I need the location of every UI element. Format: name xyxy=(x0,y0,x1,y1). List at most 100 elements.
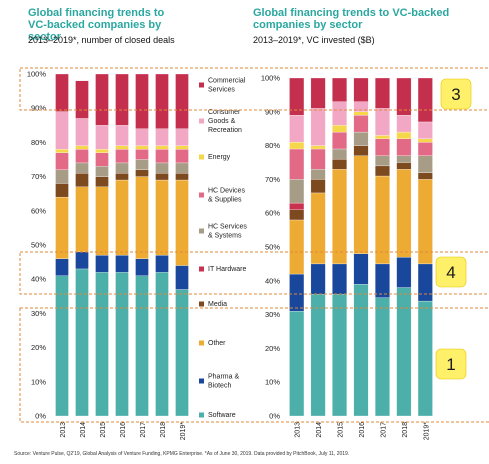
bar-segment xyxy=(95,166,109,177)
bar-segment xyxy=(310,108,326,146)
bar-segment xyxy=(115,162,129,174)
marker-number-bottom: 1 xyxy=(446,355,455,374)
legend-swatch-commercial xyxy=(199,82,204,88)
bar-segment xyxy=(155,145,169,150)
bar-segment xyxy=(396,287,412,417)
bar-segment xyxy=(289,115,305,143)
bar-segment xyxy=(417,300,433,417)
bar-segment xyxy=(75,162,89,174)
bar-segment xyxy=(310,145,326,150)
bar-segment xyxy=(396,256,412,288)
bar-segment xyxy=(310,192,326,265)
bar-segment xyxy=(353,284,369,417)
y-tick-label: 50% xyxy=(31,241,46,250)
y-tick-label: 10% xyxy=(265,378,280,387)
right-chart-subtitle: 2013–2019*, VC invested ($B) xyxy=(253,35,375,45)
bar-segment xyxy=(115,125,129,146)
y-tick-label: 10% xyxy=(31,377,46,386)
x-tick-label: 2013 xyxy=(60,422,67,438)
bar-segment xyxy=(175,73,189,129)
bar-segment xyxy=(95,152,109,167)
bar-segment xyxy=(155,255,169,273)
bar-segment xyxy=(396,155,412,163)
y-tick-label: 50% xyxy=(265,243,280,252)
bar-segment xyxy=(310,263,326,295)
bar-segment xyxy=(75,149,89,164)
bar-segment xyxy=(289,179,305,204)
bar-segment xyxy=(396,162,412,170)
bar-segment xyxy=(155,179,169,256)
bar-segment xyxy=(417,121,433,139)
bar-segment xyxy=(375,297,390,417)
bar-segment xyxy=(353,111,369,116)
legend-label-consumer: Goods & xyxy=(208,118,236,125)
bar-segment xyxy=(135,73,149,129)
bar-segment xyxy=(332,148,347,160)
bar-segment xyxy=(332,101,347,126)
bar-segment xyxy=(332,131,347,150)
bar-segment xyxy=(375,138,390,156)
x-tick-label: 2018 xyxy=(402,422,409,438)
bar-segment xyxy=(310,77,326,109)
legend-label-consumer: Consumer xyxy=(208,109,241,116)
bar-segment xyxy=(55,183,69,198)
bar-segment xyxy=(375,155,390,167)
marker-box-top xyxy=(440,78,472,110)
bar-segment xyxy=(75,186,89,252)
legend-label-consumer: Recreation xyxy=(208,127,242,134)
y-tick-label: 30% xyxy=(265,310,280,319)
bar-segment xyxy=(135,169,149,177)
bar-segment xyxy=(95,149,109,153)
marker-box-middle xyxy=(435,256,467,288)
bar-segment xyxy=(417,138,433,143)
bar-segment xyxy=(175,128,189,146)
bar-segment xyxy=(289,219,305,275)
bar-segment xyxy=(310,294,326,417)
bar-segment xyxy=(95,186,109,256)
bar-segment xyxy=(175,179,189,266)
bar-segment xyxy=(55,152,69,170)
bar-segment xyxy=(289,311,305,417)
bar-segment xyxy=(115,73,129,126)
bar-segment xyxy=(95,255,109,273)
legend-label-hcdev: HC Devices xyxy=(208,188,245,195)
bar-segment xyxy=(175,173,189,181)
legend-swatch-media xyxy=(199,301,204,307)
legend-swatch-software xyxy=(199,412,204,418)
legend-label-pharma: Pharma & xyxy=(208,374,239,381)
bar-segment xyxy=(289,202,305,210)
bar-segment xyxy=(155,149,169,164)
bar-segment xyxy=(332,294,347,417)
bar-segment xyxy=(417,155,433,173)
bar-segment xyxy=(332,263,347,295)
x-tick-label: 2016 xyxy=(359,422,366,438)
bar-segment xyxy=(353,77,369,102)
bar-segment xyxy=(55,169,69,184)
bar-segment xyxy=(375,135,390,139)
bar-segment xyxy=(353,145,369,156)
bar-segment xyxy=(289,148,305,180)
bar-segment xyxy=(155,173,169,181)
marker-box-bottom xyxy=(435,348,467,380)
y-tick-label: 100% xyxy=(27,70,47,79)
y-tick-label: 20% xyxy=(265,344,280,353)
x-tick-label: 2015 xyxy=(100,422,107,438)
marker-number-top: 3 xyxy=(451,85,460,104)
bar-segment xyxy=(55,149,69,153)
bar-segment xyxy=(95,125,109,150)
bar-segment xyxy=(115,255,129,273)
legend-label-commercial: Commercial xyxy=(208,78,246,85)
legend-label-software: Software xyxy=(208,412,236,419)
marker-number-middle: 4 xyxy=(446,263,455,282)
y-tick-label: 90% xyxy=(31,104,46,113)
y-tick-label: 80% xyxy=(265,141,280,150)
bar-segment xyxy=(135,176,149,259)
bar-segment xyxy=(396,77,412,116)
bar-segment xyxy=(95,73,109,126)
bar-segment xyxy=(332,77,347,102)
legend-label-hcserv: & Systems xyxy=(208,233,242,240)
bar-segment xyxy=(55,111,69,150)
bar-segment xyxy=(135,128,149,146)
bar-segment xyxy=(115,145,129,150)
